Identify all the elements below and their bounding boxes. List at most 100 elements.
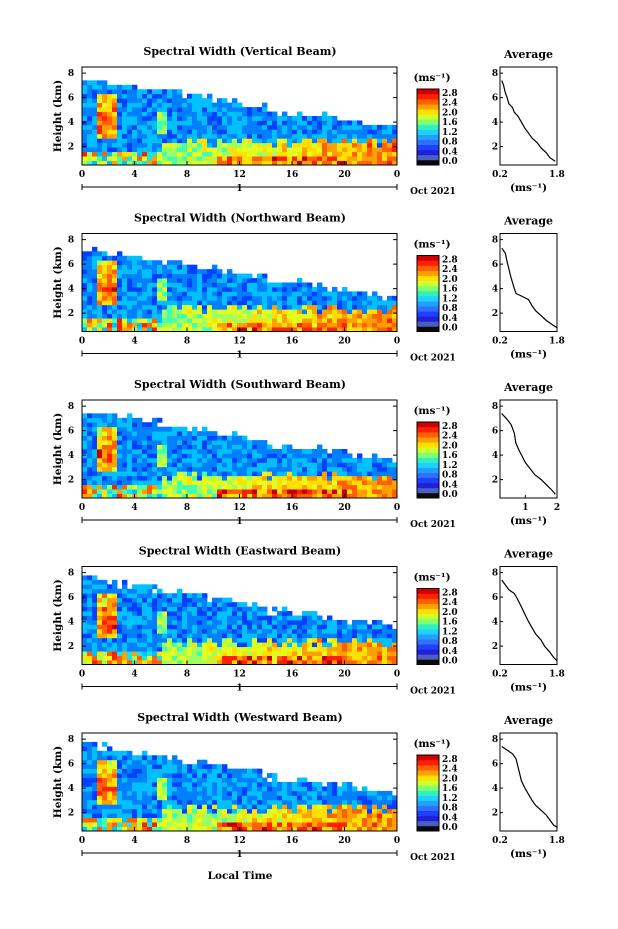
heatmap-cell	[267, 637, 273, 643]
heatmap-cell	[97, 642, 103, 648]
heatmap-cell	[182, 160, 188, 166]
heatmap-cell	[287, 457, 293, 463]
heatmap-cell	[207, 804, 213, 810]
heatmap-cell	[127, 440, 133, 445]
heatmap-cell	[212, 764, 218, 770]
heatmap-cell	[337, 462, 343, 468]
heatmap-cell	[372, 151, 378, 157]
heatmap-cell	[197, 759, 203, 765]
heatmap-cell	[247, 651, 253, 656]
heatmap-cell	[352, 327, 358, 332]
heatmap-cell	[177, 480, 183, 486]
heatmap-cell	[137, 484, 143, 490]
heatmap-cell	[157, 633, 163, 639]
average-y-tick-label: 8	[492, 69, 498, 79]
heatmap-cell	[272, 813, 278, 819]
heatmap-cell	[217, 642, 223, 648]
heatmap-cell	[152, 584, 158, 590]
heatmap-cell	[282, 327, 288, 332]
heatmap-cell	[222, 453, 228, 459]
heatmap-cell	[262, 489, 268, 494]
heatmap-cell	[132, 475, 138, 481]
heatmap-cell	[97, 795, 103, 801]
heatmap-cell	[107, 602, 113, 607]
heatmap-cell	[307, 309, 313, 315]
colorbar-segment	[417, 447, 439, 453]
average-y-tick-label: 2	[492, 809, 498, 819]
heatmap-cell	[237, 462, 243, 468]
heatmap-cell	[87, 602, 93, 607]
heatmap-cell	[82, 782, 88, 787]
heatmap-cell	[122, 89, 128, 95]
heatmap-cell	[257, 475, 263, 481]
heatmap-cell	[217, 768, 223, 774]
colorbar-segment	[417, 639, 439, 645]
heatmap-cell	[342, 304, 348, 310]
heatmap-cell	[167, 142, 173, 148]
heatmap-cell	[237, 313, 243, 319]
heatmap-cell	[147, 817, 153, 823]
heatmap-cell	[322, 637, 328, 643]
heatmap-cell	[252, 651, 258, 656]
heatmap-cell	[212, 156, 218, 161]
heatmap-cell	[267, 304, 273, 310]
heatmap-cell	[337, 120, 343, 126]
heatmap-cell	[92, 597, 98, 603]
heatmap-cell	[217, 435, 223, 441]
heatmap-cell	[177, 449, 183, 454]
heatmap-cell	[127, 295, 133, 301]
heatmap-cell	[377, 624, 383, 630]
heatmap-cell	[372, 295, 378, 301]
y-tick-label: 4	[68, 784, 74, 794]
heatmap-cell	[257, 300, 263, 306]
heatmap-cell	[117, 89, 123, 95]
date-label: Oct 2021	[410, 354, 456, 364]
heatmap-cell	[122, 151, 128, 157]
heatmap-cell	[357, 318, 363, 323]
heatmap-cell	[322, 822, 328, 827]
heatmap-cell	[312, 449, 318, 454]
heatmap-cell	[92, 444, 98, 450]
heatmap-cell	[112, 260, 118, 266]
heatmap-cell	[382, 160, 388, 166]
heatmap-cell	[247, 120, 253, 126]
average-title: Average	[503, 548, 553, 561]
heatmap-cell	[197, 273, 203, 279]
heatmap-cell	[327, 489, 333, 494]
heatmap-cell	[352, 291, 358, 297]
heatmap-cell	[152, 98, 158, 104]
heatmap-cell	[87, 151, 93, 157]
heatmap-cell	[312, 480, 318, 486]
heatmap-cell	[382, 624, 388, 630]
heatmap-cell	[237, 637, 243, 643]
x-tick-label: 16	[286, 337, 299, 347]
heatmap-cell	[192, 107, 198, 112]
heatmap-cell	[382, 133, 388, 139]
heatmap-cell	[212, 124, 218, 130]
heatmap-cell	[152, 826, 158, 832]
heatmap-cell	[287, 116, 293, 121]
heatmap-cell	[222, 826, 228, 832]
heatmap-cell	[177, 129, 183, 135]
heatmap-cell	[87, 273, 93, 279]
heatmap-cell	[237, 120, 243, 126]
colorbar-unit: (ms⁻¹)	[413, 572, 450, 584]
heatmap-cell	[97, 160, 103, 166]
heatmap-cell	[97, 619, 103, 625]
heatmap-cell	[277, 817, 283, 823]
heatmap-cell	[192, 808, 198, 814]
heatmap-cell	[232, 611, 238, 616]
heatmap-cell	[142, 133, 148, 139]
heatmap-cell	[377, 489, 383, 494]
heatmap-cell	[382, 822, 388, 827]
heatmap-cell	[342, 318, 348, 323]
heatmap-cell	[332, 466, 338, 472]
heatmap-cell	[92, 273, 98, 279]
heatmap-cell	[382, 637, 388, 643]
heatmap-cell	[107, 327, 113, 332]
heatmap-cell	[262, 484, 268, 490]
heatmap-cell	[217, 602, 223, 607]
heatmap-cell	[312, 619, 318, 625]
heatmap-cell	[282, 808, 288, 814]
heatmap-cell	[102, 93, 108, 99]
